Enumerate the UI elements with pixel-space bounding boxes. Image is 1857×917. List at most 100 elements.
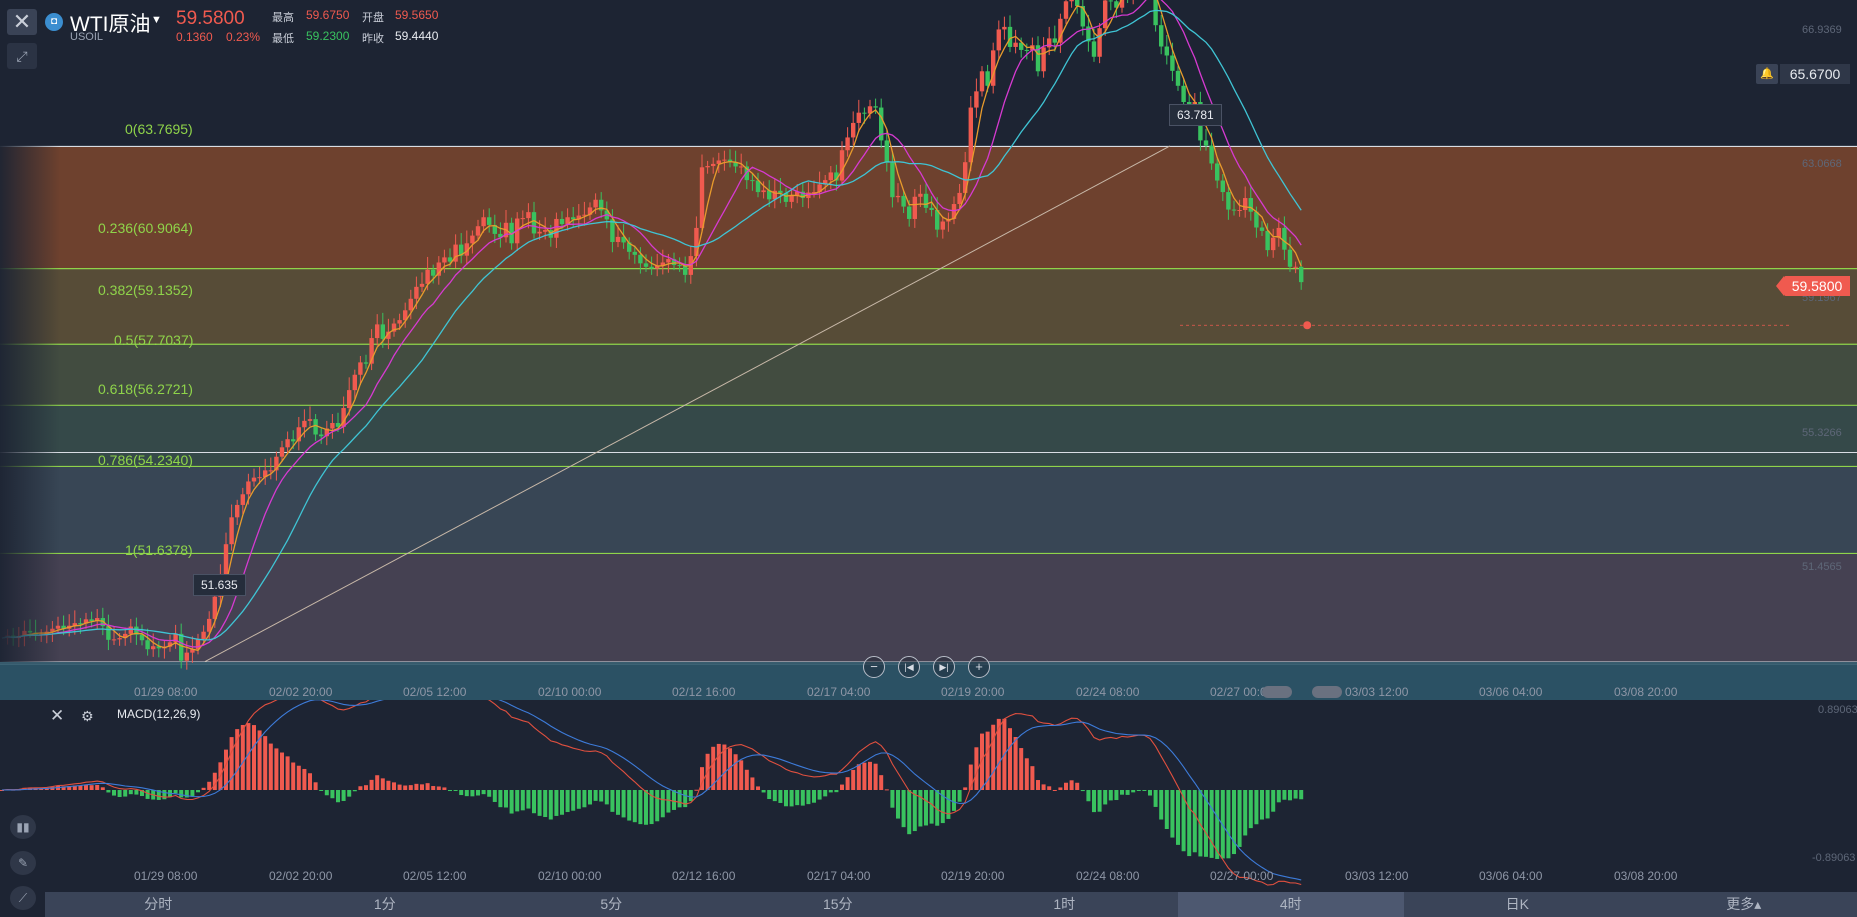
candle-body: [207, 618, 212, 632]
macd-histogram-bar: [235, 729, 240, 790]
tab-1min[interactable]: 1分: [373, 896, 396, 912]
price-change: 0.1360: [176, 30, 213, 44]
candle-body: [599, 199, 604, 211]
macd-histogram-bar: [95, 784, 100, 790]
candle-body: [1052, 38, 1057, 43]
candle-body: [923, 193, 929, 208]
bell-icon[interactable]: 🔔: [1756, 64, 1778, 84]
macd-histogram-bar: [470, 790, 475, 797]
macd-histogram-bar: [274, 748, 279, 790]
candle-body: [95, 618, 100, 622]
candle-body: [335, 422, 341, 427]
tab-1hour[interactable]: 1时: [1053, 896, 1076, 912]
candle-body: [347, 390, 352, 409]
macd-histogram-bar: [1176, 790, 1180, 845]
candle-body: [1248, 198, 1253, 212]
scroll-handle[interactable]: [1262, 686, 1292, 698]
go-start-button[interactable]: |◀: [898, 656, 920, 678]
candle-body: [492, 224, 497, 234]
candle-body: [1063, 1, 1069, 19]
zoom-out-button[interactable]: −: [863, 656, 885, 678]
macd-histogram-bar: [571, 790, 576, 811]
pencil-icon[interactable]: ✎: [10, 851, 36, 875]
candle-body: [800, 191, 805, 199]
macd-histogram-bar: [459, 790, 464, 796]
candle-body: [694, 227, 699, 257]
candle-body: [1075, 0, 1080, 6]
candle-body: [386, 331, 391, 339]
trend-line: [204, 145, 1171, 663]
trend-icon[interactable]: ⟋: [10, 886, 36, 910]
close-button[interactable]: ✕: [7, 9, 37, 35]
price-chart[interactable]: [0, 0, 1857, 700]
tab-5min[interactable]: 5分: [600, 896, 623, 912]
macd-histogram-bar: [72, 785, 77, 790]
macd-histogram-bar: [985, 731, 990, 790]
macd-histogram-bar: [246, 723, 251, 790]
candle-body: [722, 159, 727, 161]
candle-body: [744, 166, 749, 181]
macd-chart[interactable]: [0, 700, 1857, 892]
candle-body: [789, 195, 794, 202]
macd-histogram-bar: [425, 783, 430, 790]
tab-4hour[interactable]: 4时: [1177, 892, 1404, 917]
candle-body: [1231, 209, 1237, 211]
ma-line-long: [1, 9, 1302, 641]
tab-more[interactable]: 更多▴: [1726, 896, 1762, 912]
tab-15min[interactable]: 15分: [822, 896, 853, 912]
macd-histogram-bar: [627, 790, 632, 821]
macd-histogram-bar: [968, 764, 973, 790]
macd-histogram-bar: [448, 790, 452, 792]
macd-histogram-bar: [1164, 790, 1169, 830]
candle-body: [643, 263, 649, 267]
macd-histogram-bar: [1232, 790, 1236, 855]
macd-histogram-bar: [67, 786, 72, 790]
candle-body: [1024, 49, 1029, 51]
macd-histogram-bar: [408, 785, 413, 790]
macd-histogram-bar: [963, 787, 968, 790]
candle-body: [61, 625, 66, 629]
candle-body: [755, 180, 761, 193]
macd-histogram-bar: [901, 790, 906, 828]
candle-body: [761, 190, 766, 193]
candle-body: [246, 481, 251, 495]
macd-histogram-bar: [112, 790, 116, 796]
candle-body: [974, 91, 979, 108]
macd-histogram-bar: [128, 790, 133, 795]
fib-level-label: 0.236(60.9064): [98, 220, 193, 236]
macd-histogram-bar: [476, 790, 480, 796]
zoom-in-button[interactable]: +: [968, 656, 990, 678]
candle-body: [414, 286, 419, 299]
macd-histogram-bar: [1148, 790, 1152, 796]
chevron-down-icon[interactable]: ▼: [151, 14, 162, 26]
indicator-icon[interactable]: ▮▮: [10, 815, 36, 839]
macd-histogram-bar: [201, 787, 206, 790]
tab-daily[interactable]: 日K: [1505, 896, 1529, 912]
candle-body: [408, 298, 413, 311]
gear-icon[interactable]: ⚙: [81, 708, 94, 724]
candle-body: [1254, 211, 1259, 228]
macd-histogram-bar: [649, 790, 654, 825]
macd-histogram-bar: [403, 785, 408, 790]
macd-histogram-bar: [828, 790, 833, 793]
macd-histogram-bar: [291, 762, 296, 790]
macd-histogram-bar: [845, 777, 850, 790]
close-icon[interactable]: ✕: [50, 706, 65, 725]
candle-body: [683, 265, 688, 275]
macd-histogram-bar: [767, 790, 772, 800]
macd-histogram-bar: [1187, 790, 1192, 857]
tab-timeshare[interactable]: 分时: [144, 896, 173, 912]
symbol-name[interactable]: WTI原油: [70, 13, 151, 36]
candle-body: [890, 162, 895, 198]
candle-body: [867, 106, 873, 114]
go-end-button[interactable]: ▶|: [933, 656, 955, 678]
macd-histogram-bar: [823, 790, 828, 797]
candle-body: [1080, 5, 1085, 27]
macd-histogram-bar: [537, 790, 542, 816]
candle-body: [509, 222, 514, 244]
draw-tool-icon[interactable]: ⤢: [7, 43, 37, 69]
low-point-tooltip: 51.635: [193, 574, 246, 596]
candle-body: [436, 262, 441, 276]
scroll-handle[interactable]: [1312, 686, 1342, 698]
macd-histogram-bar: [991, 724, 996, 790]
